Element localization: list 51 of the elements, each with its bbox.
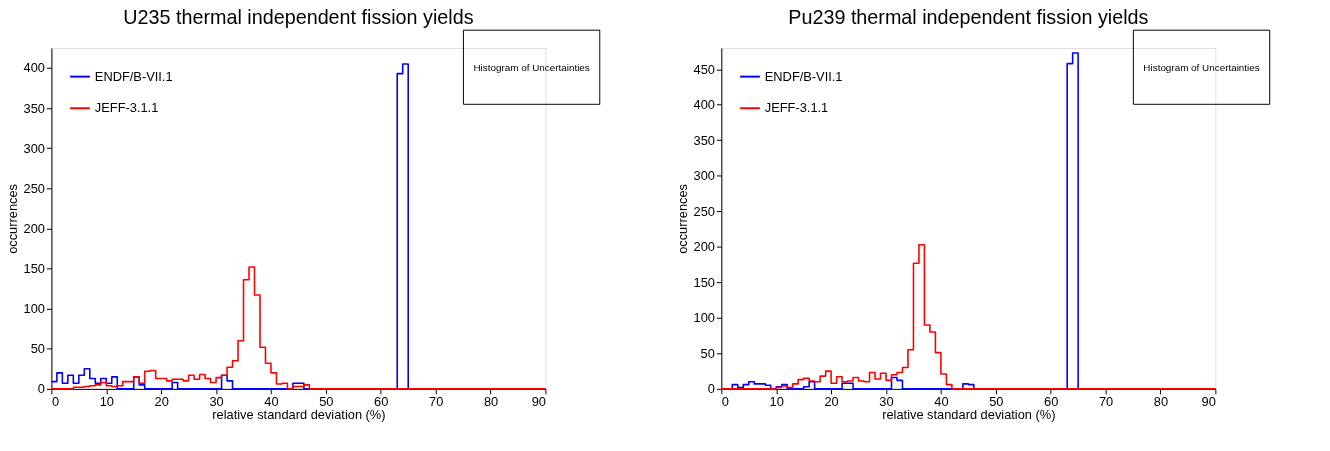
- y-tick-label: 400: [693, 97, 715, 113]
- x-tick-label: 30: [879, 394, 894, 410]
- y-tick-label: 100: [693, 310, 715, 326]
- x-tick-label: 40: [934, 394, 949, 410]
- x-tick-label: 50: [319, 394, 334, 410]
- annotation: Histogram of Uncertainties: [1143, 61, 1260, 73]
- y-tick-label: 250: [23, 180, 45, 196]
- x-tick-label: 80: [1153, 394, 1169, 410]
- x-tick-label: 20: [154, 394, 169, 410]
- y-tick-label: 50: [700, 345, 715, 361]
- x-tick-label: 30: [209, 394, 224, 410]
- y-tick-label: 150: [23, 261, 45, 277]
- chart-title: U235 thermal independent fission yields: [123, 5, 474, 28]
- x-tick-label: 20: [824, 394, 839, 410]
- x-tick-label: 10: [99, 394, 114, 410]
- annotation: Histogram of Uncertainties: [473, 61, 590, 73]
- x-tick-label: 50: [989, 394, 1004, 410]
- y-tick-label: 250: [693, 203, 715, 219]
- legend-label: ENDF/B-VII.1: [764, 68, 843, 84]
- x-tick-label: 70: [429, 394, 444, 410]
- y-tick-label: 50: [30, 341, 45, 357]
- x-tick-label: 60: [374, 394, 389, 410]
- y-tick-label: 150: [693, 274, 715, 290]
- y-tick-label: 350: [693, 132, 715, 148]
- chart-title: Pu239 thermal independent fission yields: [788, 5, 1149, 28]
- x-tick-label: 0: [51, 394, 60, 410]
- y-tick-label: 400: [23, 60, 45, 76]
- legend-label: JEFF-3.1.1: [94, 100, 159, 116]
- x-tick-label: 10: [769, 394, 784, 410]
- x-axis-title: relative standard deviation (%): [882, 407, 1056, 423]
- y-tick-label: 350: [23, 100, 45, 116]
- y-tick-label: 300: [693, 168, 715, 184]
- x-tick-label: 80: [483, 394, 499, 410]
- legend-label: ENDF/B-VII.1: [94, 68, 173, 84]
- y-tick-label: 0: [37, 381, 45, 397]
- y-tick-label: 450: [693, 61, 715, 77]
- x-axis-title: relative standard deviation (%): [212, 407, 386, 423]
- y-axis-title: occurrences: [674, 183, 690, 254]
- y-tick-label: 100: [23, 301, 45, 317]
- y-tick-label: 200: [693, 239, 715, 255]
- x-tick-label: 0: [721, 394, 729, 410]
- x-tick-label: 70: [1098, 394, 1114, 410]
- legend-label: JEFF-3.1.1: [764, 100, 829, 116]
- y-axis-title: occurrences: [4, 183, 20, 254]
- x-tick-label: 90: [1201, 394, 1216, 410]
- y-tick-label: 300: [23, 140, 45, 156]
- x-tick-label: 40: [264, 394, 279, 410]
- y-tick-label: 0: [707, 381, 715, 397]
- x-tick-label: 90: [531, 394, 546, 410]
- x-tick-label: 60: [1044, 394, 1059, 410]
- y-tick-label: 200: [23, 220, 45, 236]
